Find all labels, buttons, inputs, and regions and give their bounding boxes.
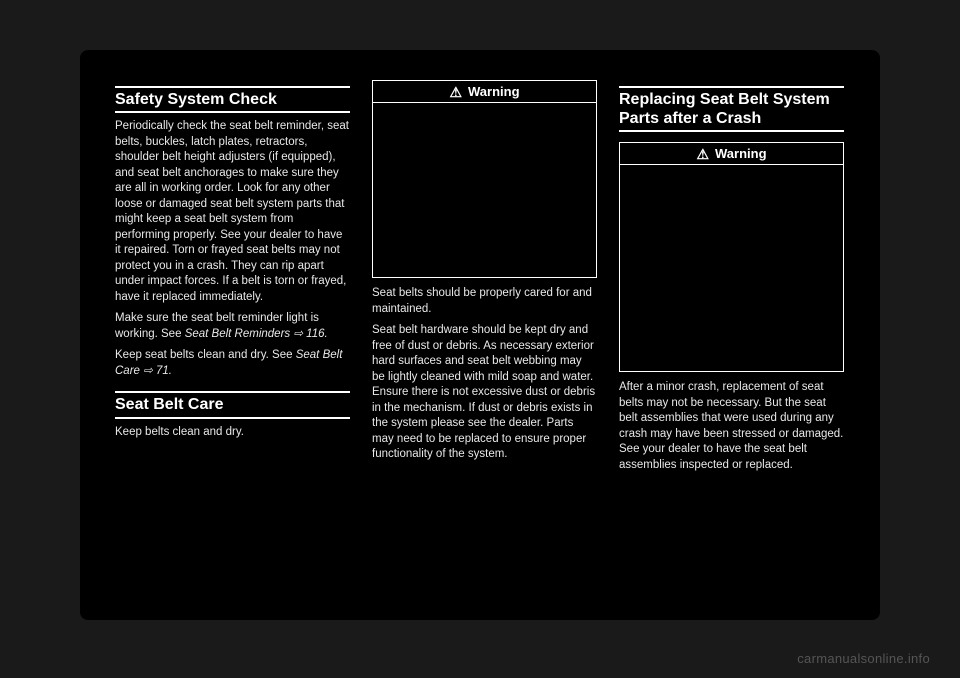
heading-seat-belt-care: Seat Belt Care (115, 391, 350, 418)
para-keep-clean: Keep seat belts clean and dry. See Seat … (115, 348, 350, 379)
text-keep-clean-a: Keep seat belts clean and dry. See (115, 349, 296, 361)
warning-header-care: ⚠ Warning (373, 81, 596, 103)
warning-body-care (373, 103, 596, 277)
para-safety-check-body: Periodically check the seat belt reminde… (115, 119, 350, 305)
column-1: Safety System Check Periodically check t… (115, 80, 350, 600)
para-hardware-kept-dry: Seat belt hardware should be kept dry an… (372, 323, 597, 463)
warning-body-crash (620, 165, 843, 371)
page-columns: Safety System Check Periodically check t… (80, 50, 880, 620)
heading-replacing-after-crash: Replacing Seat Belt System Parts after a… (619, 86, 844, 132)
warning-label-care: Warning (468, 84, 520, 99)
para-reminder-light: Make sure the seat belt reminder light i… (115, 311, 350, 342)
link-seat-belt-reminders: Seat Belt Reminders ⇨ 116. (185, 328, 328, 340)
column-3: Replacing Seat Belt System Parts after a… (619, 80, 844, 600)
page-card: Safety System Check Periodically check t… (80, 50, 880, 620)
para-minor-crash: After a minor crash, replacement of seat… (619, 380, 844, 473)
para-keep-belts-clean: Keep belts clean and dry. (115, 425, 350, 441)
para-properly-cared: Seat belts should be properly cared for … (372, 286, 597, 317)
column-2: ⚠ Warning Seat belts should be properly … (372, 80, 597, 600)
warning-label-crash: Warning (715, 146, 767, 161)
watermark: carmanualsonline.info (797, 651, 930, 666)
warning-icon: ⚠ (449, 85, 462, 99)
warning-header-crash: ⚠ Warning (620, 143, 843, 165)
warning-box-crash: ⚠ Warning (619, 142, 844, 372)
heading-safety-system-check: Safety System Check (115, 86, 350, 113)
warning-icon: ⚠ (696, 147, 709, 161)
warning-box-care: ⚠ Warning (372, 80, 597, 278)
